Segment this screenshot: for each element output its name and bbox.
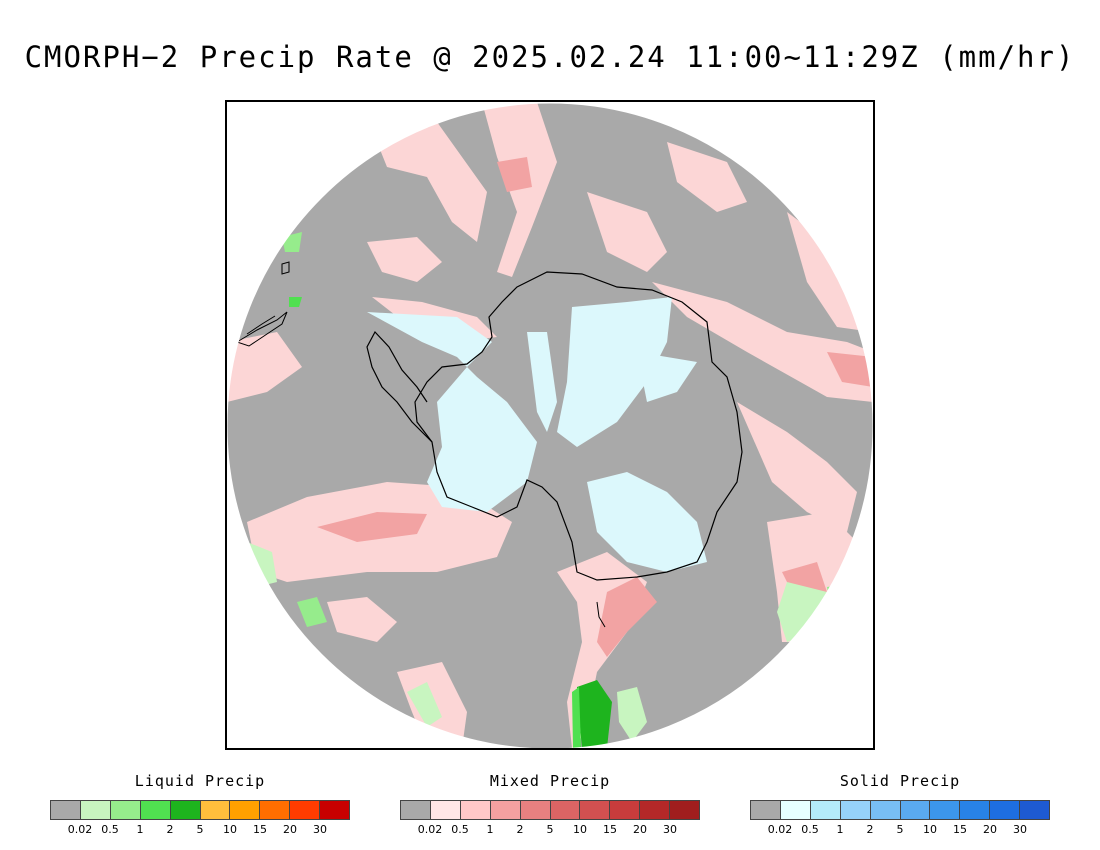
- legend-swatch: [490, 801, 521, 819]
- legend-tick-label: 1: [486, 823, 494, 836]
- legend-swatch: [1020, 801, 1050, 819]
- legend-tick-label: 2: [166, 823, 174, 836]
- legend-tick-label: 10: [223, 823, 237, 836]
- legend-ticks: 0.02 0.5 1 2 5 10 15 20 30: [400, 823, 700, 837]
- legend-tick-label: 30: [1013, 823, 1027, 836]
- legend-swatch: [640, 801, 671, 819]
- legend-tick-label: 0.5: [451, 823, 469, 836]
- legend-swatch: [460, 801, 491, 819]
- legend-swatch: [670, 801, 700, 819]
- map-title: CMORPH−2 Precip Rate @ 2025.02.24 11:00~…: [24, 40, 1076, 74]
- legend-swatch: [430, 801, 461, 819]
- legend-swatch: [51, 801, 81, 819]
- legend-tick-label: 5: [196, 823, 204, 836]
- legend-colorbar: [750, 800, 1050, 820]
- legend-tick-label: 10: [573, 823, 587, 836]
- legend-swatch: [930, 801, 961, 819]
- legend-tick-label: 1: [836, 823, 844, 836]
- legend-swatch: [550, 801, 581, 819]
- legend-title: Mixed Precip: [489, 772, 611, 790]
- legend-tick-label: 15: [253, 823, 267, 836]
- polar-map-svg: [227, 102, 873, 748]
- legend-tick-label: 20: [983, 823, 997, 836]
- legend-tick-label: 10: [923, 823, 937, 836]
- legend-tick-label: 1: [136, 823, 144, 836]
- legend-tick-label: 5: [546, 823, 554, 836]
- legend-swatch: [140, 801, 171, 819]
- legend-tick-label: 5: [896, 823, 904, 836]
- legend-swatch: [780, 801, 811, 819]
- antarctic-peninsula-coastline: [366, 330, 433, 443]
- polar-map: [225, 100, 875, 750]
- legend-tick-label: 0.5: [101, 823, 119, 836]
- legend-solid-precip: Solid Precip 0.02 0.5 1 2 5 10 15 20 30: [750, 772, 1050, 842]
- legend-tick-label: 30: [313, 823, 327, 836]
- legend-swatch: [990, 801, 1021, 819]
- south-america-coastline: [596, 601, 606, 628]
- legend-mixed-precip: Mixed Precip 0.02 0.5 1 2 5 10 15 20 30: [400, 772, 700, 842]
- legend-swatch: [810, 801, 841, 819]
- legend-swatch: [260, 801, 291, 819]
- legend-swatch: [200, 801, 231, 819]
- legend-liquid-precip: Liquid Precip 0.02 0.5 1 2 5 10 15 20 30: [50, 772, 350, 842]
- legend-tick-label: 15: [953, 823, 967, 836]
- legend-swatch: [580, 801, 611, 819]
- solid-precip-areas: [367, 297, 707, 572]
- legend-title: Solid Precip: [839, 772, 961, 790]
- legend-swatch: [320, 801, 350, 819]
- legend-tick-label: 20: [283, 823, 297, 836]
- legend-tick-label: 0.02: [417, 823, 443, 836]
- legend-ticks: 0.02 0.5 1 2 5 10 15 20 30: [50, 823, 350, 837]
- legend-swatch: [80, 801, 111, 819]
- legend-tick-label: 15: [603, 823, 617, 836]
- legend-tick-label: 2: [516, 823, 524, 836]
- legend-swatch: [520, 801, 551, 819]
- legend-swatch: [170, 801, 201, 819]
- legend-swatch: [610, 801, 641, 819]
- legend-tick-label: 0.02: [67, 823, 93, 836]
- legend-tick-label: 0.02: [767, 823, 793, 836]
- legend-swatch: [401, 801, 431, 819]
- legend-swatch: [110, 801, 141, 819]
- legend-swatch: [870, 801, 901, 819]
- legend-tick-label: 2: [866, 823, 874, 836]
- legend-swatch: [290, 801, 321, 819]
- legend-swatch: [900, 801, 931, 819]
- legend-swatch: [840, 801, 871, 819]
- legend-title: Liquid Precip: [134, 772, 266, 790]
- legend-ticks: 0.02 0.5 1 2 5 10 15 20 30: [750, 823, 1050, 837]
- antarctica-coastline: [414, 271, 743, 581]
- legend-tick-label: 0.5: [801, 823, 819, 836]
- legend-colorbar: [400, 800, 700, 820]
- legend-tick-label: 20: [633, 823, 647, 836]
- legend-tick-label: 30: [663, 823, 677, 836]
- legend-swatch: [751, 801, 781, 819]
- legend-colorbar: [50, 800, 350, 820]
- new-zealand-coastline: [235, 261, 290, 347]
- legend-swatch: [230, 801, 261, 819]
- legend-swatch: [960, 801, 991, 819]
